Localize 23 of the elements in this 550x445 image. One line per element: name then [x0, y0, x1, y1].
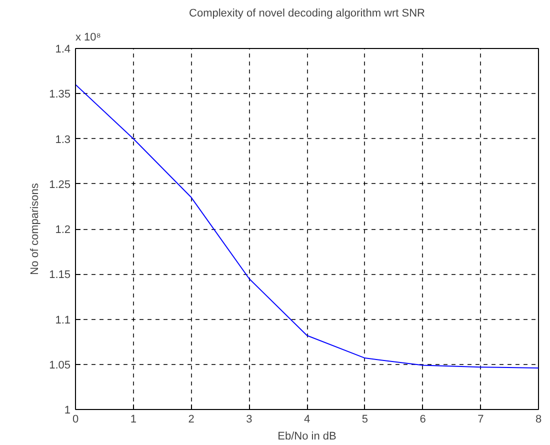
text: x 10⁸: [76, 32, 101, 44]
x-tick-label: 4: [304, 414, 310, 426]
y-tick-label: 1.4: [55, 44, 71, 56]
x-tick-label: 1: [130, 414, 136, 426]
x-tick-label: 3: [246, 414, 252, 426]
chart-title: Complexity of novel decoding algorithm wrt SNR: [189, 8, 426, 20]
x-tick-label: 5: [362, 414, 368, 426]
y-tick-label: 1.35: [49, 88, 71, 101]
y-tick-label: 1.2: [55, 224, 71, 236]
x-tick-label: 0: [72, 414, 79, 426]
x-tick-label: 8: [535, 414, 542, 426]
x-tick-label: 2: [188, 414, 194, 426]
y-tick-label: 1.05: [49, 359, 71, 372]
y-tick-label: 1.15: [49, 269, 71, 282]
x-tick-label: 7: [478, 414, 484, 426]
y-tick-label: 1.3: [55, 134, 71, 146]
line-series: [76, 84, 538, 368]
y-tick-label: 1.1: [55, 314, 71, 326]
y-axis-title: No of comparisons: [29, 182, 42, 275]
y-tick-label: 1: [64, 404, 71, 416]
x-axis-title: Eb/No in dB: [278, 430, 336, 442]
y-tick-label: 1.25: [49, 178, 71, 191]
x-tick-label: 6: [420, 414, 426, 426]
